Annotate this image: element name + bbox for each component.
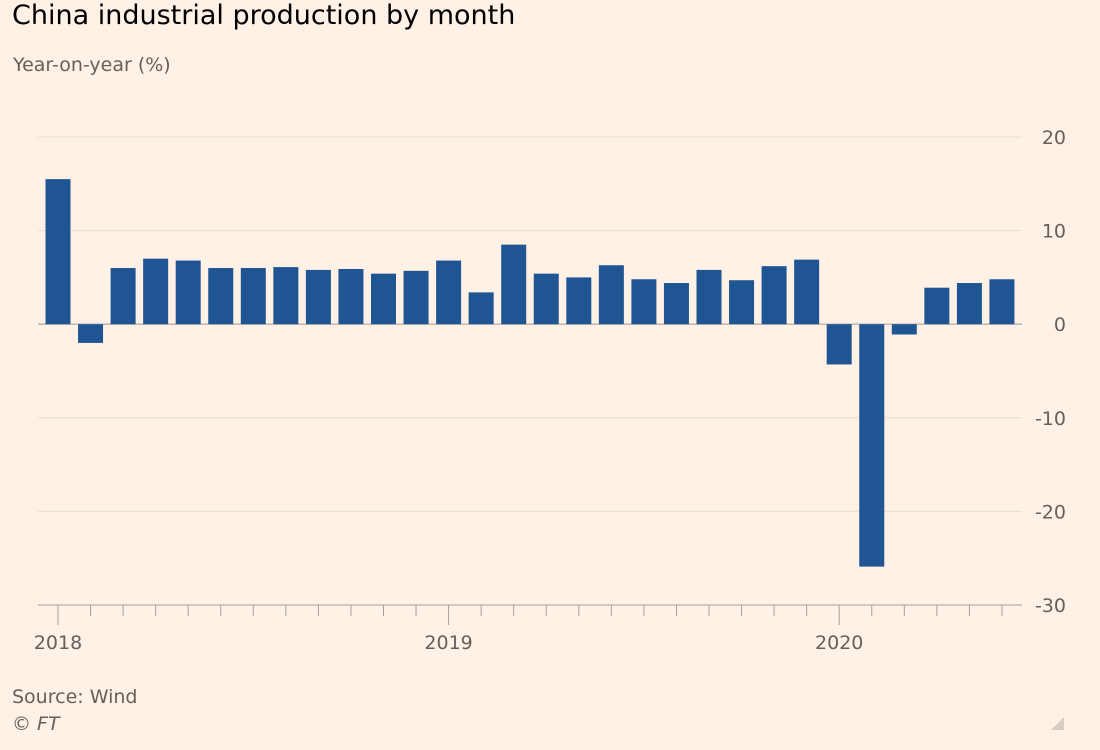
bar xyxy=(566,277,592,325)
bar xyxy=(729,280,755,325)
bar xyxy=(436,260,462,325)
bar xyxy=(208,268,234,325)
bar xyxy=(371,273,396,325)
bars xyxy=(45,179,1015,567)
bar xyxy=(403,270,429,325)
bar xyxy=(468,292,494,325)
bar xyxy=(989,279,1015,325)
bar xyxy=(598,265,624,325)
bar xyxy=(175,260,201,325)
bar xyxy=(338,268,364,325)
bar xyxy=(761,266,787,325)
chart-title: China industrial production by month xyxy=(12,0,516,31)
source-note: Source: Wind xyxy=(12,686,138,708)
resize-handle-icon[interactable] xyxy=(1051,717,1064,730)
bar xyxy=(501,244,527,325)
axis-labels: 20 10 0 -10 -20 -30 2018 2019 2020 xyxy=(34,127,1066,654)
bar xyxy=(891,324,917,335)
bar xyxy=(78,324,104,343)
bar xyxy=(110,268,136,325)
bar xyxy=(45,179,71,325)
bar xyxy=(956,283,982,325)
bar xyxy=(663,283,689,325)
x-tick-label: 2019 xyxy=(424,632,472,654)
bar xyxy=(794,259,820,325)
gridlines xyxy=(38,136,1022,512)
copyright-note: © FT xyxy=(12,713,60,735)
y-tick-label: 0 xyxy=(1054,314,1066,336)
y-tick-label: 10 xyxy=(1042,221,1066,243)
y-tick-label: 20 xyxy=(1042,127,1066,149)
x-axis xyxy=(38,604,1022,625)
bar xyxy=(631,279,657,325)
chart-subtitle: Year-on-year (%) xyxy=(13,54,171,76)
bar xyxy=(305,269,331,325)
bar xyxy=(533,273,559,325)
bar xyxy=(924,287,950,325)
bar-chart: 20 10 0 -10 -20 -30 2018 2019 2020 xyxy=(34,127,1066,654)
x-tick-label: 2018 xyxy=(34,632,82,654)
bar xyxy=(859,324,885,567)
bar xyxy=(696,269,722,325)
bar xyxy=(826,324,852,365)
y-tick-label: -10 xyxy=(1035,408,1066,430)
y-tick-label: -30 xyxy=(1035,595,1066,617)
bar xyxy=(240,268,266,325)
bar xyxy=(273,267,299,325)
bar xyxy=(143,258,169,325)
y-tick-label: -20 xyxy=(1035,501,1066,523)
x-tick-label: 2020 xyxy=(815,632,863,654)
